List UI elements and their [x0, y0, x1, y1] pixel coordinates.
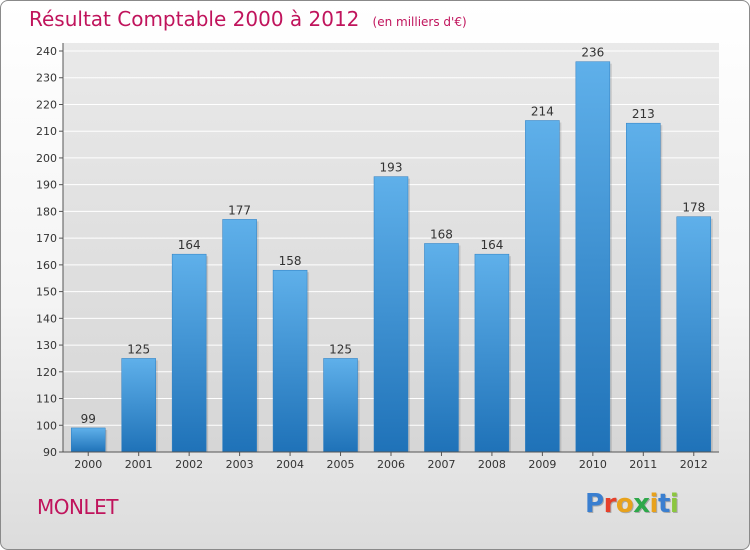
x-tick-label: 2002 — [175, 458, 203, 471]
x-tick-label: 2005 — [327, 458, 355, 471]
y-tick-label: 120 — [36, 366, 57, 379]
x-tick-label: 2010 — [579, 458, 607, 471]
x-tick-label: 2006 — [377, 458, 405, 471]
x-tick-label: 2001 — [125, 458, 153, 471]
bar-2004 — [272, 269, 308, 453]
y-tick-label: 110 — [36, 393, 57, 406]
value-label: 125 — [127, 342, 150, 356]
value-label: 125 — [329, 342, 352, 356]
bar-2002 — [171, 253, 207, 453]
y-tick-label: 220 — [36, 98, 57, 111]
x-tick-label: 2012 — [680, 458, 708, 471]
bar-2008 — [474, 253, 510, 453]
y-tick-label: 90 — [43, 446, 57, 459]
y-tick-label: 210 — [36, 125, 57, 138]
y-tick-label: 230 — [36, 72, 57, 85]
x-tick-label: 2007 — [427, 458, 455, 471]
bar-2006 — [373, 176, 409, 453]
x-tick-label: 2003 — [226, 458, 254, 471]
y-tick-label: 200 — [36, 152, 57, 165]
value-label: 168 — [430, 227, 453, 241]
logo-letter: i — [669, 489, 679, 519]
value-label: 213 — [632, 107, 655, 121]
value-label: 158 — [279, 254, 302, 268]
logo-letter: t — [657, 489, 670, 519]
value-label: 193 — [380, 161, 403, 175]
y-tick-label: 100 — [36, 419, 57, 432]
value-label: 178 — [682, 201, 705, 215]
logo-letter: i — [649, 489, 659, 519]
location-name: MONLET — [37, 495, 118, 519]
bar-2007 — [424, 243, 459, 453]
chart-subtitle: (en milliers d'€) — [372, 15, 467, 29]
x-tick-label: 2000 — [74, 458, 102, 471]
x-tick-label: 2009 — [528, 458, 556, 471]
title-row: Résultat Comptable 2000 à 2012 (en milli… — [29, 7, 467, 31]
bar-2001 — [121, 358, 156, 453]
logo-letter: o — [615, 489, 634, 519]
x-tick-label: 2011 — [629, 458, 657, 471]
bar-2005 — [323, 358, 358, 453]
bar-2003 — [222, 219, 257, 453]
y-tick-label: 150 — [36, 286, 57, 299]
y-tick-label: 240 — [36, 45, 57, 58]
y-tick-label: 190 — [36, 179, 57, 192]
logo-letter: x — [633, 489, 650, 519]
value-label: 99 — [81, 412, 96, 426]
logo-letter: r — [603, 489, 617, 519]
value-label: 236 — [581, 46, 604, 60]
y-tick-label: 180 — [36, 205, 57, 218]
logo-letter: P — [585, 489, 604, 519]
bar-2011 — [626, 122, 661, 453]
bar-2000 — [70, 427, 106, 453]
value-label: 164 — [178, 238, 201, 252]
x-tick-label: 2008 — [478, 458, 506, 471]
value-label: 177 — [228, 203, 251, 217]
y-tick-label: 160 — [36, 259, 57, 272]
y-tick-label: 170 — [36, 232, 57, 245]
bar-2009 — [525, 120, 560, 453]
bar-2010 — [575, 61, 611, 453]
x-tick-label: 2004 — [276, 458, 304, 471]
y-tick-label: 140 — [36, 312, 57, 325]
value-label: 214 — [531, 105, 554, 119]
proxiti-logo: Proxiti — [585, 489, 679, 519]
chart-title: Résultat Comptable 2000 à 2012 — [29, 7, 360, 31]
value-label: 164 — [480, 238, 503, 252]
y-tick-label: 130 — [36, 339, 57, 352]
bar-2012 — [676, 216, 712, 453]
